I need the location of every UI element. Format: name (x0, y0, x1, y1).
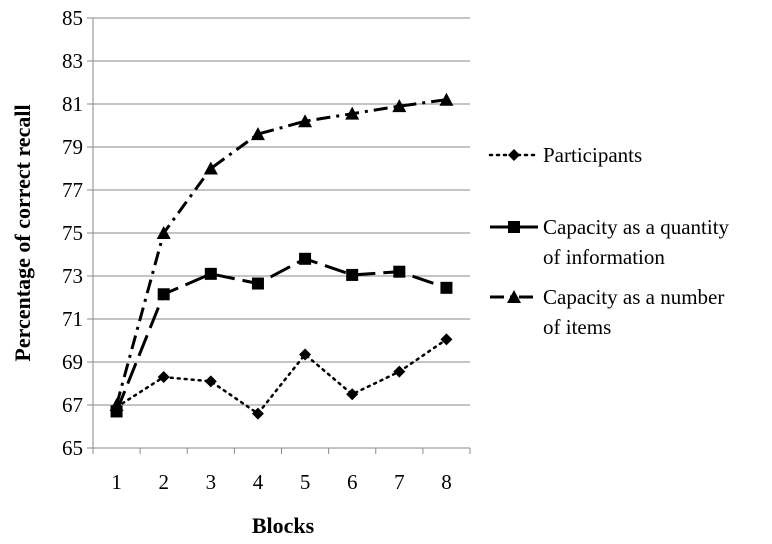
diamond-marker (251, 407, 264, 420)
legend-label: Capacity as a quantity (543, 215, 730, 239)
triangle-marker (250, 127, 265, 141)
y-tick-label: 85 (62, 6, 83, 30)
legend-item: Participants (488, 143, 642, 167)
square-marker (157, 288, 170, 301)
square-marker (440, 281, 453, 294)
data-series (109, 92, 454, 420)
legend-item: Capacity as a quantity of information (490, 215, 730, 269)
y-tick-label: 71 (62, 307, 83, 331)
y-tick-label: 67 (62, 393, 83, 417)
x-tick-label: 5 (300, 470, 311, 494)
diamond-marker (440, 333, 453, 346)
y-tick-label: 81 (62, 92, 83, 116)
legend-label: Participants (543, 143, 642, 167)
legend-square-marker (508, 221, 520, 233)
diamond-marker (157, 371, 170, 384)
legend-label: of information (543, 245, 665, 269)
square-marker (299, 252, 312, 265)
legend-label: Capacity as a number (543, 285, 724, 309)
legend-diamond-marker (508, 149, 520, 161)
y-tick-label: 83 (62, 49, 83, 73)
x-tick-label: 3 (206, 470, 217, 494)
legend-item: Capacity as a number of items (490, 285, 724, 339)
square-marker (204, 267, 217, 280)
y-tick-label: 69 (62, 350, 83, 374)
triangle-marker (203, 161, 218, 175)
series-line (115, 338, 448, 416)
x-tick-label: 4 (253, 470, 264, 494)
x-tick-label: 7 (394, 470, 405, 494)
square-marker (251, 277, 264, 290)
legend-label: of items (543, 315, 611, 339)
y-axis-title: Percentage of correct recall (10, 104, 35, 361)
y-tick-label: 75 (62, 221, 83, 245)
legend-triangle-marker (507, 290, 521, 303)
x-tick-label: 8 (441, 470, 452, 494)
diamond-marker (346, 388, 359, 401)
square-marker (346, 268, 359, 281)
legend: Participants Capacity as a quantity of inf… (488, 143, 730, 339)
x-tick-label: 1 (111, 470, 122, 494)
y-tick-label: 79 (62, 135, 83, 159)
diamond-marker (299, 348, 312, 361)
x-tick-label: 2 (158, 470, 169, 494)
series-line (115, 257, 447, 413)
diamond-marker (393, 365, 406, 378)
square-marker (393, 265, 406, 278)
triangle-marker (298, 114, 313, 128)
gridlines (93, 17, 470, 406)
x-axis-title: Blocks (252, 513, 315, 538)
triangle-marker (439, 92, 454, 106)
triangle-marker (392, 99, 407, 113)
y-tick-label: 77 (62, 178, 83, 202)
series-line (115, 98, 447, 406)
x-tick-label: 6 (347, 470, 358, 494)
y-tick-label: 73 (62, 264, 83, 288)
axes (87, 17, 471, 454)
triangle-marker (156, 226, 171, 239)
series-diamond (110, 333, 453, 420)
triangle-marker (345, 106, 360, 120)
diamond-marker (204, 375, 217, 388)
triangle-marker (109, 398, 124, 411)
series-square (110, 252, 453, 418)
y-tick-label: 65 (62, 436, 83, 460)
series-triangle (109, 92, 454, 411)
